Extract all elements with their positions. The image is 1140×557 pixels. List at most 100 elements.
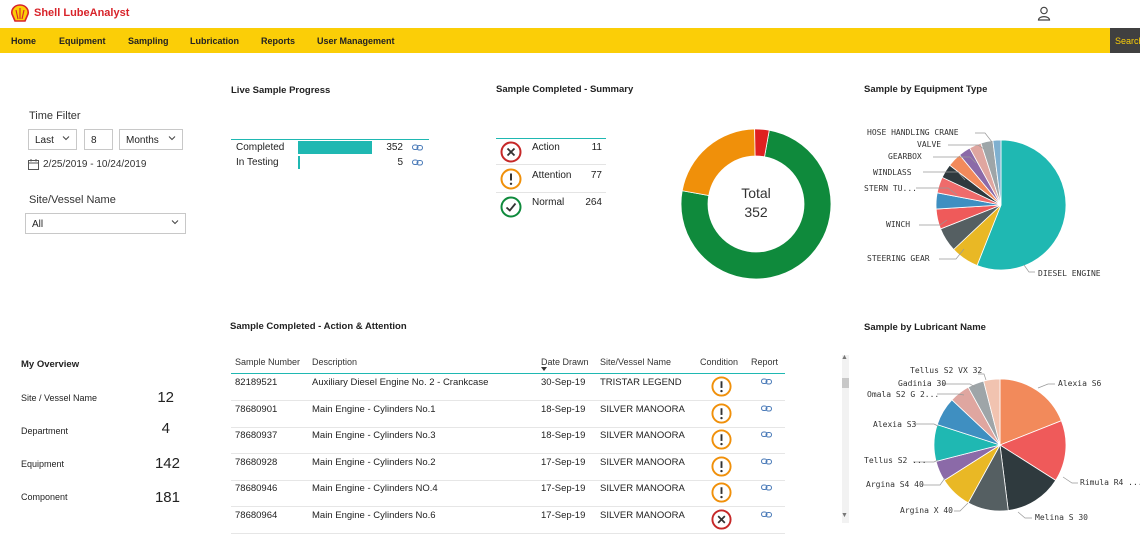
pie-label: Alexia S6	[1058, 379, 1102, 388]
cell-site-vessel: SILVER MANOORA	[600, 510, 685, 521]
pie-label: Tellus S2 ...	[864, 456, 927, 465]
nav-reports[interactable]: Reports	[261, 36, 296, 46]
col-header-description[interactable]: Description	[312, 357, 358, 367]
brand-part1: Shell	[34, 7, 64, 19]
cell-date-drawn: 18-Sep-19	[541, 404, 586, 415]
col-header-site[interactable]: Site/Vessel Name	[600, 357, 672, 367]
unit-select-value: Months	[126, 135, 159, 146]
overview-value: 4	[161, 420, 170, 437]
col-header-date[interactable]: Date Drawn	[541, 357, 589, 367]
period-number-input[interactable]: 8	[84, 129, 113, 150]
pie-slice-other-4[interactable]	[992, 139, 1002, 206]
nav-home[interactable]: Home	[11, 36, 37, 46]
scroll-down-icon[interactable]: ▼	[841, 512, 848, 519]
scroll-up-icon[interactable]: ▲	[841, 354, 848, 361]
date-range[interactable]: 2/25/2019 - 10/24/2019	[43, 159, 147, 170]
nav-lubrication[interactable]: Lubrication	[190, 36, 239, 46]
shell-logo-icon	[11, 4, 29, 22]
attention-exclamation-icon	[711, 429, 732, 450]
site-vessel-select-value: All	[32, 219, 44, 230]
table-scroll-thumb[interactable]	[842, 378, 849, 388]
action-x-icon	[500, 141, 522, 163]
cell-sample-number: 78680946	[235, 483, 278, 494]
cell-sample-number: 82189521	[235, 377, 278, 388]
brand-name: Shell LubeAnalyst	[34, 7, 129, 19]
link-icon[interactable]	[412, 144, 423, 151]
report-link-icon[interactable]	[761, 378, 772, 385]
pie-label: STERN TU...	[864, 184, 917, 193]
table-scrollbar[interactable]	[842, 355, 849, 523]
attention-exclamation-icon	[500, 168, 522, 190]
action-x-icon	[711, 509, 732, 530]
link-icon[interactable]	[412, 159, 423, 166]
pie-slice-action[interactable]	[754, 128, 770, 158]
cell-description: Main Engine - Cylinders NO.4	[312, 483, 438, 494]
table-row-divider	[231, 400, 785, 401]
cell-description: Auxiliary Diesel Engine No. 2 - Crankcas…	[312, 377, 489, 388]
overview-label: Component	[21, 492, 68, 502]
row-divider	[496, 192, 606, 193]
summary-label-normal: Normal	[532, 197, 565, 208]
pie-label: Rimula R4 ...	[1080, 478, 1140, 487]
pie-label: HOSE HANDLING CRANE	[867, 128, 959, 137]
pie-slice-other[interactable]	[983, 378, 1001, 446]
calendar-icon[interactable]	[28, 159, 39, 170]
attention-exclamation-icon	[711, 482, 732, 503]
overview-value: 181	[154, 489, 180, 506]
nav-user-management[interactable]: User Management	[317, 36, 395, 46]
summary-label-action: Action	[532, 142, 560, 153]
report-link-icon[interactable]	[761, 405, 772, 412]
period-select[interactable]: Last	[28, 129, 77, 150]
period-select-value: Last	[35, 135, 54, 146]
pie-label: WINCH	[886, 220, 911, 229]
attention-exclamation-icon	[711, 376, 732, 397]
pie-slice-rimula-r4[interactable]	[999, 420, 1067, 481]
cell-description: Main Engine - Cylinders No.3	[312, 430, 436, 441]
progress-value-completed: 352	[386, 142, 403, 153]
unit-select[interactable]: Months	[119, 129, 183, 150]
lubricant-pie-chart[interactable]	[933, 378, 1067, 512]
lubricant-chart-title: Sample by Lubricant Name	[864, 322, 986, 333]
pie-slice-normal[interactable]	[680, 129, 832, 280]
progress-bar-completed[interactable]	[298, 141, 372, 154]
cell-description: Main Engine - Cylinders No.6	[312, 510, 436, 521]
live-progress-title: Live Sample Progress	[231, 85, 331, 96]
pie-slice-diesel-engine[interactable]	[976, 139, 1067, 271]
report-link-icon[interactable]	[761, 431, 772, 438]
site-vessel-select[interactable]: All	[25, 213, 186, 234]
table-title: Sample Completed - Action & Attention	[230, 321, 407, 332]
pie-slice-melina-s-30[interactable]	[999, 444, 1057, 511]
nav-sampling[interactable]: Sampling	[128, 36, 169, 46]
pie-label: Omala S2 G 2...	[867, 390, 940, 399]
pie-label: Gadinia 30	[898, 379, 947, 388]
overview-title: My Overview	[21, 359, 80, 370]
progress-bar-testing[interactable]	[298, 156, 300, 169]
normal-check-icon	[500, 196, 522, 218]
pie-label: GEARBOX	[888, 152, 922, 161]
overview-value: 12	[157, 389, 174, 406]
report-link-icon[interactable]	[761, 484, 772, 491]
user-icon[interactable]	[1037, 6, 1051, 21]
chevron-down-icon	[171, 220, 179, 225]
summary-divider	[496, 138, 606, 139]
col-header-sample[interactable]: Sample Number	[235, 357, 301, 367]
chevron-down-icon	[62, 136, 70, 141]
cell-site-vessel: SILVER MANOORA	[600, 430, 685, 441]
donut-total-value: 352	[744, 204, 768, 220]
cell-site-vessel: SILVER MANOORA	[600, 457, 685, 468]
nav-equipment[interactable]: Equipment	[59, 36, 106, 46]
cell-sample-number: 78680937	[235, 430, 278, 441]
equipment-leader-lines	[916, 132, 1035, 273]
col-header-condition[interactable]: Condition	[700, 357, 739, 367]
report-link-icon[interactable]	[761, 458, 772, 465]
summary-donut-chart[interactable]	[680, 128, 832, 280]
sort-desc-icon[interactable]	[541, 367, 547, 371]
time-filter-label: Time Filter	[29, 110, 81, 122]
equipment-pie-chart[interactable]	[935, 139, 1067, 271]
cell-description: Main Engine - Cylinders No.1	[312, 404, 436, 415]
search-input[interactable]: Search	[1110, 28, 1140, 53]
pie-slice-alexia-s6[interactable]	[999, 378, 1062, 446]
report-link-icon[interactable]	[761, 511, 772, 518]
col-header-report[interactable]: Report	[751, 357, 779, 367]
cell-date-drawn: 17-Sep-19	[541, 510, 586, 521]
